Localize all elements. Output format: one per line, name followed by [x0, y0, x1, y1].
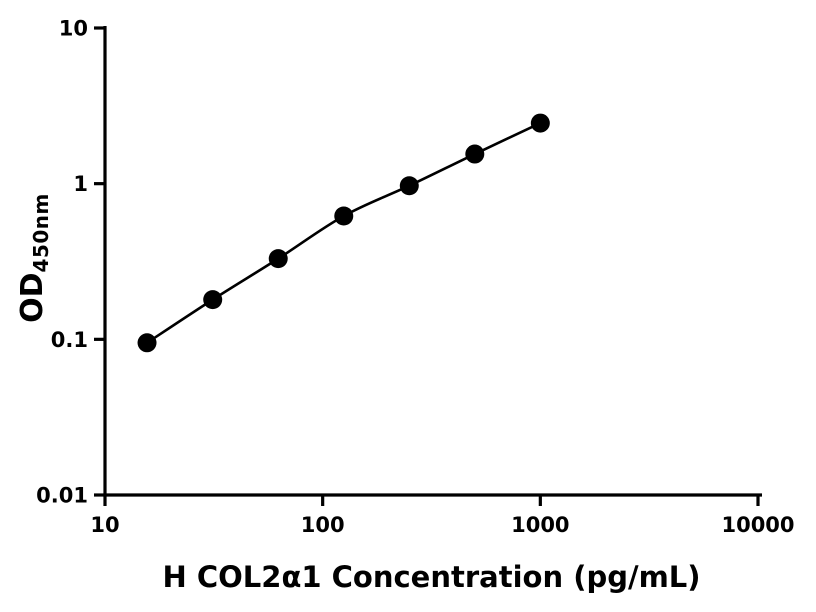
- x-tick-label: 10000: [721, 513, 794, 537]
- y-axis-title-subscript: 450nm: [29, 193, 53, 273]
- x-tick-label: 100: [301, 513, 345, 537]
- data-point-marker: [399, 176, 419, 196]
- data-point-marker: [465, 144, 485, 164]
- x-tick-label: 10: [90, 513, 119, 537]
- data-point-marker: [203, 290, 223, 310]
- data-point-marker: [268, 249, 288, 269]
- data-point-marker: [137, 333, 157, 353]
- y-tick-label: 10: [59, 17, 88, 41]
- y-axis-title: OD450nm: [15, 193, 53, 323]
- data-point-marker: [530, 113, 550, 133]
- x-axis-title: H COL2α1 Concentration (pg/mL): [162, 560, 701, 594]
- y-tick-label: 1: [73, 172, 88, 196]
- y-axis-title-main: OD: [15, 272, 50, 323]
- y-tick-label: 0.1: [51, 328, 88, 352]
- data-point-marker: [334, 206, 354, 226]
- y-tick-label: 0.01: [36, 484, 88, 508]
- x-tick-label: 1000: [511, 513, 569, 537]
